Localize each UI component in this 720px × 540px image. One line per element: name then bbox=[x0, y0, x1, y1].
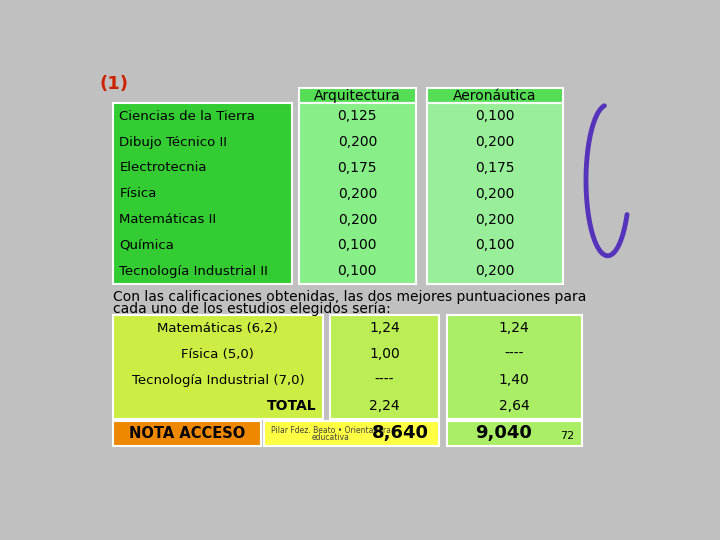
Text: 8,640: 8,640 bbox=[372, 424, 429, 442]
Text: Tecnología Industrial (7,0): Tecnología Industrial (7,0) bbox=[132, 374, 304, 387]
Text: Física: Física bbox=[120, 187, 157, 200]
Bar bbox=[113, 315, 323, 419]
Bar bbox=[113, 421, 261, 446]
Bar bbox=[427, 88, 563, 103]
Bar bbox=[113, 103, 292, 284]
Text: 0,100: 0,100 bbox=[338, 239, 377, 253]
Bar bbox=[446, 421, 582, 446]
Text: 9,040: 9,040 bbox=[475, 424, 532, 442]
Bar bbox=[446, 315, 582, 419]
Text: ----: ---- bbox=[505, 347, 524, 361]
Text: 72: 72 bbox=[560, 431, 575, 441]
Text: 0,175: 0,175 bbox=[338, 161, 377, 175]
Text: Aeronáutica: Aeronáutica bbox=[453, 89, 536, 103]
Text: 0,200: 0,200 bbox=[338, 187, 377, 201]
Bar bbox=[264, 421, 438, 446]
Text: Tecnología Industrial II: Tecnología Industrial II bbox=[120, 265, 269, 278]
Text: Matemáticas (6,2): Matemáticas (6,2) bbox=[158, 321, 279, 335]
Text: Física (5,0): Física (5,0) bbox=[181, 348, 254, 361]
Text: 1,24: 1,24 bbox=[499, 321, 530, 335]
Text: NOTA ACCESO: NOTA ACCESO bbox=[129, 426, 245, 441]
Text: 1,24: 1,24 bbox=[369, 321, 400, 335]
Text: 0,200: 0,200 bbox=[475, 213, 515, 227]
Text: 0,100: 0,100 bbox=[475, 239, 515, 253]
Text: Ciencias de la Tierra: Ciencias de la Tierra bbox=[120, 110, 256, 123]
Text: 1,40: 1,40 bbox=[499, 373, 530, 387]
Bar bbox=[300, 103, 415, 284]
Text: 0,200: 0,200 bbox=[475, 264, 515, 278]
Bar bbox=[427, 103, 563, 284]
Text: Pilar Fdez. Beato • Orientadora: Pilar Fdez. Beato • Orientadora bbox=[271, 426, 390, 435]
Text: (1): (1) bbox=[99, 75, 128, 93]
Text: 0,175: 0,175 bbox=[475, 161, 515, 175]
Bar bbox=[330, 315, 438, 419]
Text: Arquitectura: Arquitectura bbox=[314, 89, 401, 103]
Text: educativa: educativa bbox=[312, 433, 350, 442]
Text: 0,200: 0,200 bbox=[475, 135, 515, 149]
Text: 0,200: 0,200 bbox=[338, 213, 377, 227]
Text: Con las calificaciones obtenidas, las dos mejores puntuaciones para: Con las calificaciones obtenidas, las do… bbox=[113, 289, 587, 303]
Text: 0,100: 0,100 bbox=[475, 109, 515, 123]
Text: Electrotecnia: Electrotecnia bbox=[120, 161, 207, 174]
Text: cada uno de los estudios elegidos sería:: cada uno de los estudios elegidos sería: bbox=[113, 301, 391, 316]
Bar bbox=[300, 88, 415, 103]
Text: 1,00: 1,00 bbox=[369, 347, 400, 361]
Text: 0,200: 0,200 bbox=[475, 187, 515, 201]
Text: 0,200: 0,200 bbox=[338, 135, 377, 149]
Text: 0,100: 0,100 bbox=[338, 264, 377, 278]
Text: Dibujo Técnico II: Dibujo Técnico II bbox=[120, 136, 228, 148]
Text: Química: Química bbox=[120, 239, 174, 252]
Text: TOTAL: TOTAL bbox=[266, 399, 316, 413]
Text: 2,24: 2,24 bbox=[369, 399, 400, 413]
Text: ----: ---- bbox=[374, 373, 395, 387]
Text: Matemáticas II: Matemáticas II bbox=[120, 213, 217, 226]
Text: 0,125: 0,125 bbox=[338, 109, 377, 123]
Text: 2,64: 2,64 bbox=[499, 399, 530, 413]
